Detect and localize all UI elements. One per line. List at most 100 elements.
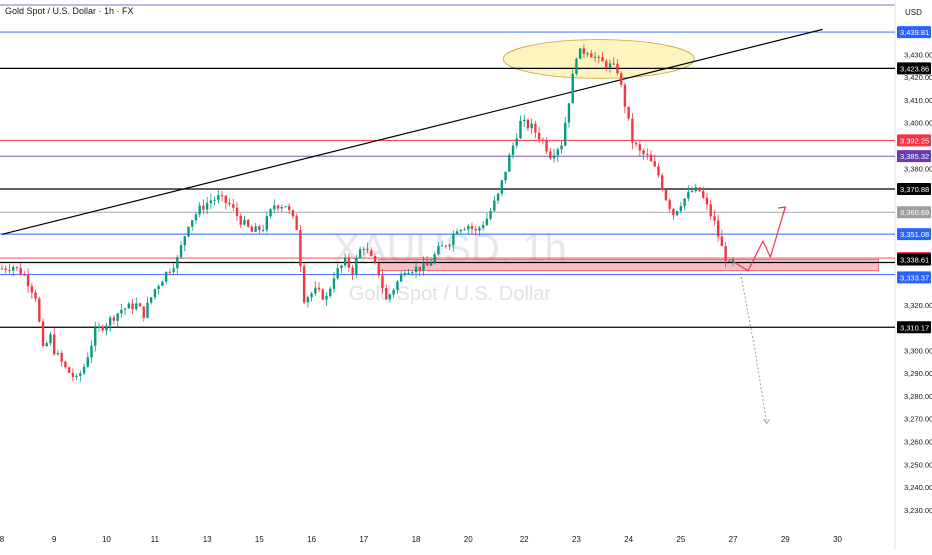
candle-body	[120, 309, 123, 314]
candle-body	[537, 132, 541, 140]
candle-body	[217, 195, 220, 200]
candle-body	[627, 106, 630, 119]
candle-body	[123, 308, 127, 310]
candle-body	[448, 245, 451, 247]
candle-body	[418, 266, 421, 271]
candle-body	[597, 56, 600, 58]
x-tick-label: 29	[781, 535, 790, 544]
candle-body	[590, 53, 593, 58]
candle-body	[355, 258, 358, 275]
candle-body	[60, 352, 63, 362]
candle-body	[392, 289, 395, 295]
candle-body	[340, 265, 343, 269]
candle-body	[661, 175, 664, 190]
candle-body	[187, 226, 190, 237]
level-label-bg-1	[897, 62, 931, 75]
level-label-bg-10	[897, 321, 931, 334]
candle-body	[138, 303, 142, 307]
x-tick-label: 23	[572, 535, 581, 544]
candle-body	[631, 118, 634, 143]
candle-body	[728, 260, 731, 262]
candle-body	[336, 268, 339, 279]
candle-body	[258, 226, 261, 230]
candle-body	[224, 195, 227, 203]
candle-body	[638, 144, 642, 151]
x-tick-label: 22	[520, 535, 529, 544]
candle-body	[164, 271, 168, 282]
candle-body	[470, 225, 474, 229]
level-label-bg-8	[897, 253, 931, 266]
y-tick-label: 3,400.00	[904, 119, 932, 128]
candle-body	[649, 154, 653, 162]
candle-body	[11, 266, 15, 271]
candle-body	[426, 262, 429, 266]
candle-body	[302, 266, 306, 303]
candle-body	[172, 268, 175, 273]
candle-body	[228, 202, 231, 205]
candle-body	[481, 225, 485, 228]
trendline	[1, 28, 823, 235]
candle-body	[731, 259, 735, 262]
watermark-name: Gold Spot / U.S. Dollar	[349, 283, 552, 305]
candle-body	[549, 151, 552, 159]
candle-body	[94, 327, 97, 346]
candle-body	[489, 210, 492, 219]
candle-body	[422, 262, 425, 271]
candle-body	[399, 273, 403, 282]
candle-body	[515, 138, 518, 146]
candle-body	[168, 271, 172, 273]
y-tick-label: 3,430.00	[904, 50, 932, 59]
candle-body	[131, 303, 134, 310]
candle-body	[496, 193, 500, 201]
candle-body	[366, 248, 369, 251]
candle-body	[556, 149, 559, 156]
candle-body	[0, 268, 4, 270]
currency-label: USD	[905, 8, 922, 17]
level-label-1: 3,423.86	[900, 64, 929, 73]
candle-body	[82, 366, 86, 374]
x-tick-label: 13	[203, 535, 212, 544]
candle-body	[601, 57, 604, 62]
candle-body	[19, 267, 22, 275]
candle-body	[351, 267, 354, 275]
candle-body	[586, 53, 589, 55]
candle-body	[213, 199, 216, 201]
candle-body	[672, 208, 675, 216]
candle-body	[593, 56, 597, 58]
candle-body	[605, 61, 608, 68]
candle-body	[265, 216, 269, 230]
projection-path	[732, 206, 786, 272]
candle-body	[325, 296, 328, 300]
level-label-9: 3,333.37	[900, 273, 929, 282]
candle-body	[314, 287, 317, 294]
candle-body	[261, 229, 265, 231]
candle-body	[511, 145, 515, 155]
candle-body	[295, 216, 298, 230]
y-tick-label: 3,320.00	[904, 301, 932, 310]
y-tick-label: 3,270.00	[904, 415, 932, 424]
candle-body	[504, 171, 507, 181]
candle-body	[45, 343, 48, 346]
candle-body	[105, 325, 108, 331]
level-label-2: 3,392.25	[900, 136, 929, 145]
candle-body	[407, 272, 410, 274]
level-label-bg-2	[897, 134, 931, 147]
candle-body	[616, 63, 619, 74]
candle-body	[273, 205, 276, 210]
candle-body	[381, 275, 384, 289]
candle-body	[142, 306, 145, 318]
candle-body	[377, 262, 380, 276]
level-label-0: 3,439.81	[900, 28, 929, 37]
candle-body	[578, 48, 582, 59]
candle-body	[396, 281, 399, 290]
candle-body	[564, 122, 567, 146]
level-label-4: 3,370.88	[900, 185, 929, 194]
candle-body	[288, 206, 291, 211]
candle-body	[176, 257, 179, 269]
candle-body	[202, 205, 205, 210]
level-label-bg-9	[897, 271, 931, 284]
x-tick-label: 17	[359, 535, 368, 544]
candle-body	[452, 233, 455, 246]
